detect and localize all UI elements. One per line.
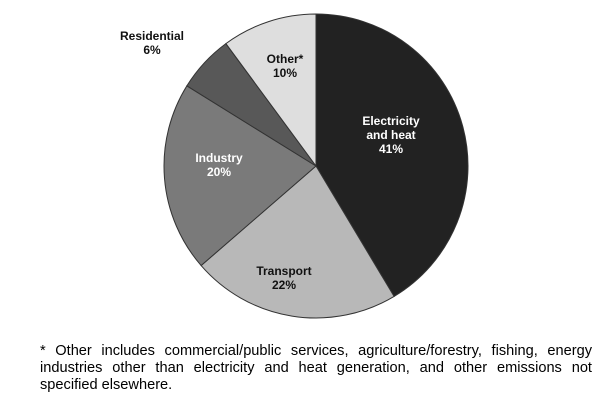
footnote: * Other includes commercial/public servi…	[40, 343, 592, 393]
pie-slice-electricity-and-heat	[315, 13, 469, 298]
pie-chart: Electricity and heat 41% Transport 22% Indust…	[120, 13, 469, 319]
slice-label: Transport 22%	[256, 264, 311, 292]
slice-label: Other* 10%	[267, 52, 304, 80]
pie-slice-other	[225, 13, 317, 168]
slice-label: Residential 6%	[120, 29, 184, 57]
pie-labels: Electricity and heat 41% Transport 22% Indust…	[120, 29, 420, 292]
slice-label: Electricity and heat 41%	[362, 114, 420, 156]
slice-label: Industry 20%	[195, 151, 243, 179]
pie-slices	[163, 13, 469, 319]
pie-slice-transport	[200, 165, 395, 319]
pie-slice-industry	[163, 85, 317, 267]
